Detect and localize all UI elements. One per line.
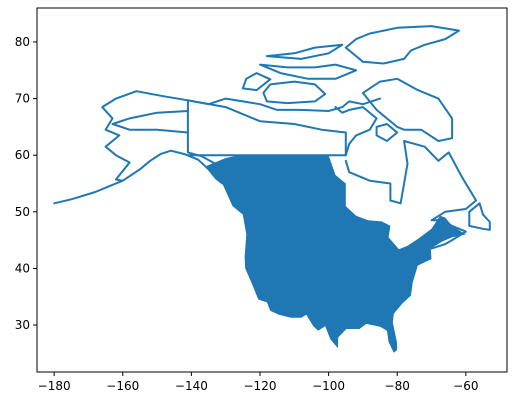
map-region-mainland-arctic-coast — [186, 97, 382, 112]
map-region-queen-elizabeth-islands — [259, 63, 358, 80]
y-tick-label: 50 — [15, 205, 30, 219]
map-region-hudson-west-coast — [334, 106, 378, 157]
x-tick-label: −160 — [106, 379, 139, 393]
x-tick-label: −80 — [385, 379, 410, 393]
x-tick-label: −60 — [453, 379, 478, 393]
y-tick-label: 70 — [15, 92, 30, 106]
y-tick-label: 40 — [15, 261, 30, 275]
map-region-banks — [241, 72, 272, 92]
map-region-southampton — [375, 123, 399, 142]
y-tick-label: 80 — [15, 35, 30, 49]
plot-area — [53, 25, 491, 353]
map-region-newfoundland — [468, 202, 491, 231]
map-region-ellesmere — [344, 25, 460, 65]
y-tick-label: 30 — [15, 318, 30, 332]
map-region-baffin — [361, 77, 454, 142]
x-axis: −180 −160 −140 −120 −100 −80 −60 — [38, 372, 478, 393]
map-region-arctic-islands-north — [265, 43, 344, 60]
map-region-conus-body — [205, 155, 466, 353]
x-tick-label: −140 — [175, 379, 208, 393]
map-region-victoria — [262, 80, 327, 105]
axes-frame — [36, 7, 508, 373]
x-tick-label: −120 — [244, 379, 277, 393]
map-region-hudson-shore — [344, 140, 478, 250]
y-tick-label: 60 — [15, 148, 30, 162]
x-tick-label: −100 — [312, 379, 345, 393]
x-tick-label: −180 — [38, 379, 71, 393]
y-axis: 30 40 50 60 70 80 — [15, 35, 37, 332]
map-region-alaska-interior — [111, 110, 189, 134]
